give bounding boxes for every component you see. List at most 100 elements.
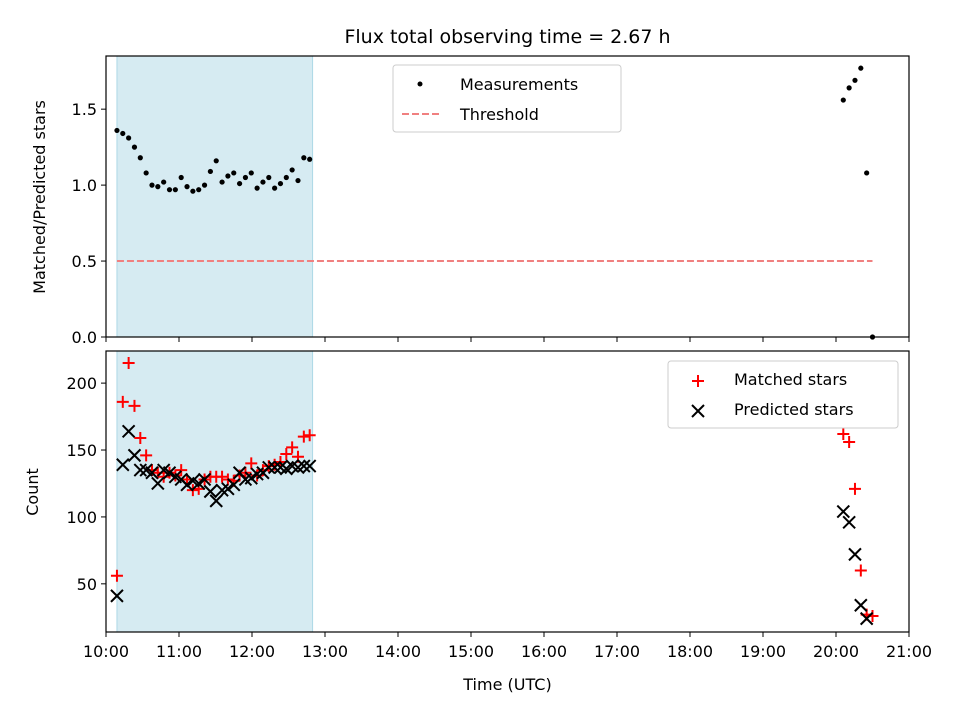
matched-star-point: [286, 441, 299, 454]
measurement-point: [858, 65, 864, 71]
bottom-xticks: 10:00 11:00 12:00 13:00 14:00 15:00 16:00 17:00…: [83, 632, 932, 661]
matched-star-point: [128, 399, 141, 412]
top-xticks: [105, 337, 910, 342]
top-title: Flux total observing time = 2.67 h: [344, 26, 670, 48]
x-tick-label: 11:00: [156, 642, 202, 661]
matched-star-point: [303, 429, 316, 442]
measurement-point: [219, 179, 225, 185]
bottom-axes-frame: [105, 350, 910, 633]
predicted-star-point: [221, 482, 235, 496]
measurement-point: [248, 170, 254, 176]
top-yticks: 0.0 0.5 1.0 1.5: [72, 100, 106, 347]
legend-predicted-marker: [691, 404, 705, 418]
measurement-point: [201, 182, 208, 188]
measurement-point: [207, 168, 213, 175]
measurement-point: [236, 180, 243, 187]
bottom-panel: 50 100 150 200 10:00 11:00 12:00 13:00 14:00 15:…: [23, 350, 932, 694]
predicted-star-point: [859, 611, 874, 626]
measurement-point: [301, 155, 307, 161]
predicted-star-point: [297, 459, 311, 473]
measurement-point: [143, 170, 149, 176]
legend-predicted-label: Predicted stars: [734, 400, 854, 419]
x-tick-label: 13:00: [302, 642, 348, 661]
measurement-point: [213, 158, 219, 164]
y-tick-label: 150: [66, 441, 97, 460]
top-legend-box: [392, 64, 622, 133]
top-legend: Measurements Threshold: [392, 64, 622, 133]
predicted-star-point: [133, 463, 148, 477]
predicted-star-point: [262, 460, 276, 475]
predicted-star-point: [842, 515, 856, 529]
bottom-legend: Matched stars Predicted stars: [667, 360, 899, 429]
predicted-star-point: [110, 589, 124, 603]
matched-star-point: [854, 564, 867, 577]
measurement-point: [190, 188, 196, 194]
measurement-point: [254, 185, 260, 191]
x-tick-label: 20:00: [813, 642, 859, 661]
matched-star-point: [245, 457, 258, 470]
predicted-star-point: [162, 466, 177, 480]
predicted-star-point: [203, 484, 218, 499]
matched-star-point: [843, 435, 856, 448]
measurement-point: [272, 185, 278, 191]
measurement-point: [166, 187, 173, 193]
measurement-point: [289, 167, 295, 173]
predicted-star-point: [848, 547, 862, 562]
measurement-point: [283, 174, 289, 181]
matched-star-point: [297, 430, 310, 443]
bottom-x-axis-label: Time (UTC): [462, 675, 551, 694]
top-panel: 0.0 0.5 1.0 1.5 Flux total observing time =…: [30, 26, 910, 347]
top-marks: [114, 65, 876, 340]
predicted-star-point: [854, 598, 868, 612]
x-tick-label: 16:00: [521, 642, 567, 661]
y-tick-label: 1.5: [72, 100, 97, 119]
measurement-point: [137, 155, 143, 161]
top-axes-frame: [105, 55, 910, 338]
predicted-star-point: [267, 460, 282, 475]
predicted-star-point: [116, 458, 130, 472]
y-tick-label: 0.0: [72, 328, 97, 347]
measurement-point: [184, 184, 190, 190]
predicted-star-point: [127, 448, 142, 463]
bottom-yticks: 50 100 150 200: [66, 374, 106, 594]
measurement-point: [231, 170, 237, 176]
matched-star-point: [280, 448, 293, 461]
measurement-point: [295, 177, 301, 184]
matched-star-point: [837, 427, 850, 440]
x-tick-label: 15:00: [448, 642, 494, 661]
predicted-star-point: [197, 472, 212, 487]
bottom-y-axis-label: Count: [23, 468, 42, 516]
matched-star-point: [110, 569, 123, 582]
matched-star-point: [116, 395, 129, 408]
measurement-point: [260, 179, 266, 185]
top-shaded-span: [116, 55, 314, 338]
predicted-star-point: [209, 494, 223, 508]
y-tick-label: 1.0: [72, 176, 97, 195]
x-tick-label: 21:00: [886, 642, 932, 661]
measurement-point: [149, 182, 155, 188]
measurement-point: [161, 179, 167, 185]
predicted-star-point: [244, 471, 258, 485]
predicted-star-point: [836, 504, 851, 519]
predicted-star-point: [151, 476, 165, 491]
measurement-point: [114, 127, 120, 134]
measurement-point: [266, 174, 272, 181]
measurement-point: [131, 144, 138, 150]
matched-star-point: [140, 449, 153, 462]
predicted-star-point: [302, 459, 317, 473]
measurement-point: [178, 174, 184, 181]
matched-star-point: [122, 357, 135, 370]
predicted-star-point: [180, 478, 194, 492]
bottom-legend-box: [667, 360, 899, 429]
measurement-point: [225, 173, 231, 179]
measurement-point: [277, 180, 284, 187]
bottom-marks: [110, 357, 879, 626]
y-tick-label: 200: [66, 374, 97, 393]
legend-matched-label: Matched stars: [734, 370, 847, 389]
x-tick-label: 10:00: [83, 642, 129, 661]
matched-star-point: [175, 464, 188, 477]
measurement-point: [864, 170, 870, 176]
matched-star-point: [134, 431, 147, 444]
measurement-point: [120, 130, 126, 137]
